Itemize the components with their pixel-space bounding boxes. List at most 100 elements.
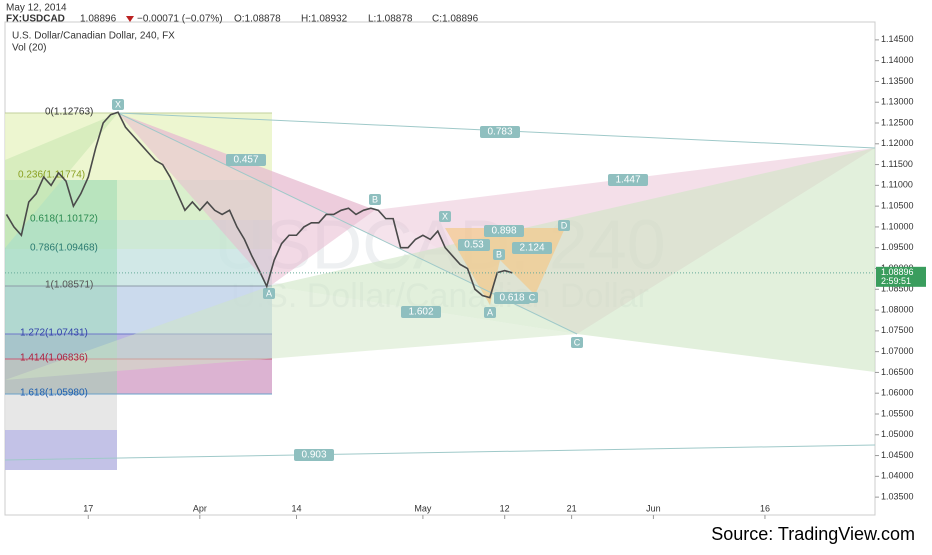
- y-tick-label: 1.14000: [881, 55, 914, 65]
- x-tick-label: 21: [567, 503, 577, 513]
- y-tick-label: 1.08500: [881, 284, 914, 294]
- chart-title: U.S. Dollar/Canadian Dollar, 240, FX: [12, 31, 175, 42]
- x-tick-label: 14: [291, 503, 301, 513]
- point-box: [526, 292, 538, 303]
- pattern-triangle: [5, 286, 577, 380]
- pattern-triangle: [5, 113, 118, 248]
- fib-label: 0(1.12763): [45, 107, 93, 118]
- y-tick-label: 1.14500: [881, 34, 914, 44]
- x-tick-label: 16: [760, 503, 770, 513]
- ratio-box: [608, 174, 648, 186]
- point-label: A: [266, 288, 272, 298]
- ratio-box: [512, 242, 552, 254]
- ratio-label: 0.783: [487, 127, 512, 138]
- point-label: C: [574, 337, 581, 347]
- y-tick-label: 1.10000: [881, 221, 914, 231]
- ratio-box: [294, 449, 334, 461]
- last: 1.08896: [80, 14, 117, 25]
- y-tick-label: 1.11000: [881, 180, 913, 190]
- x-tick-label: 12: [500, 503, 510, 513]
- y-tick-label: 1.10500: [881, 201, 914, 211]
- point-box: [558, 220, 570, 231]
- point-box: [439, 211, 451, 222]
- x-tick-label: Apr: [193, 503, 207, 513]
- point-box: [493, 249, 505, 260]
- fib-label: 0.786(1.09468): [30, 243, 98, 254]
- fib-label: 1.414(1.06836): [20, 353, 88, 364]
- close: C:1.08896: [432, 14, 479, 25]
- x-tick-label: Jun: [646, 503, 661, 513]
- point-label: X: [442, 211, 448, 221]
- ratio-box: [458, 239, 490, 251]
- y-tick-label: 1.05500: [881, 408, 914, 418]
- y-tick-label: 1.11500: [881, 159, 913, 169]
- ratio-label: 0.457: [233, 155, 258, 166]
- change: −0.00071 (−0.07%): [137, 14, 223, 25]
- ratio-label: 2.124: [519, 243, 544, 254]
- ratio-box: [480, 126, 520, 138]
- date: May 12, 2014: [6, 3, 67, 14]
- y-tick-label: 1.13500: [881, 76, 914, 86]
- price-line: [5, 111, 513, 299]
- ratio-box: [484, 225, 524, 237]
- y-tick-label: 1.04000: [881, 471, 914, 481]
- ratio-box: [226, 154, 266, 166]
- point-label: B: [496, 249, 502, 259]
- chart-subtitle: Vol (20): [12, 43, 46, 54]
- x-tick-label: May: [414, 503, 432, 513]
- symbol: FX:USDCAD: [6, 14, 65, 25]
- y-tick-label: 1.05000: [881, 429, 914, 439]
- point-box: [571, 337, 583, 348]
- y-tick-label: 1.04500: [881, 450, 914, 460]
- ratio-box: [494, 292, 530, 304]
- ratio-label: 1.447: [615, 175, 640, 186]
- pattern-triangle: [270, 148, 875, 372]
- y-tick-label: 1.12000: [881, 138, 914, 148]
- last-price-box: [876, 266, 926, 287]
- point-label: D: [561, 220, 568, 230]
- ratio-labels: 0.783 0.457 1.447 0.898 0.53 2.124 1.602…: [226, 126, 648, 461]
- fib-label: 0.236(1.11774): [18, 170, 85, 181]
- countdown: 2:59:51: [881, 276, 911, 286]
- ratio-label: 1.602: [408, 307, 433, 318]
- point-label: C: [529, 292, 536, 302]
- fib-label: 1.618(1.05980): [20, 388, 88, 399]
- patterns: [4, 112, 876, 461]
- down-arrow: [126, 16, 134, 22]
- x-tick-label: 17: [83, 503, 93, 513]
- y-tick-label: 1.06000: [881, 388, 914, 398]
- low: L:1.08878: [368, 14, 413, 25]
- point-label: X: [115, 99, 121, 109]
- ratio-label: 0.618: [499, 293, 524, 304]
- y-tick-label: 1.13000: [881, 97, 914, 107]
- high: H:1.08932: [301, 14, 348, 25]
- ratio-box: [401, 306, 441, 318]
- fib-zone: [5, 249, 272, 286]
- y-tick-label: 1.09500: [881, 242, 914, 252]
- ratio-label: 0.898: [491, 226, 516, 237]
- point-box: [112, 99, 124, 110]
- y-tick-label: 1.12500: [881, 117, 914, 127]
- pattern-line: [4, 444, 876, 461]
- y-tick-label: 1.07000: [881, 346, 914, 356]
- pattern-triangle: [118, 113, 375, 286]
- y-tick-label: 1.06500: [881, 367, 914, 377]
- fib-zone: [5, 394, 117, 430]
- fib-label: 1.272(1.07431): [20, 328, 88, 339]
- fib-zone: [5, 430, 117, 470]
- source: Source: TradingView.com: [711, 524, 915, 544]
- point-label: A: [487, 307, 493, 317]
- y-tick-label: 1.03500: [881, 492, 914, 502]
- point-labels: X A B C D X A B C C: [112, 99, 583, 348]
- ratio-label: 0.53: [464, 240, 484, 251]
- point-box: [484, 307, 496, 318]
- last-price-label: 1.08896: [881, 267, 914, 277]
- point-box: [369, 194, 381, 205]
- point-box: [263, 288, 275, 299]
- y-tick-label: 1.08000: [881, 304, 914, 314]
- fib-label: 1(1.08571): [45, 280, 93, 291]
- open: O:1.08878: [234, 14, 281, 25]
- point-label: B: [372, 194, 378, 204]
- ratio-label: 0.903: [301, 450, 326, 461]
